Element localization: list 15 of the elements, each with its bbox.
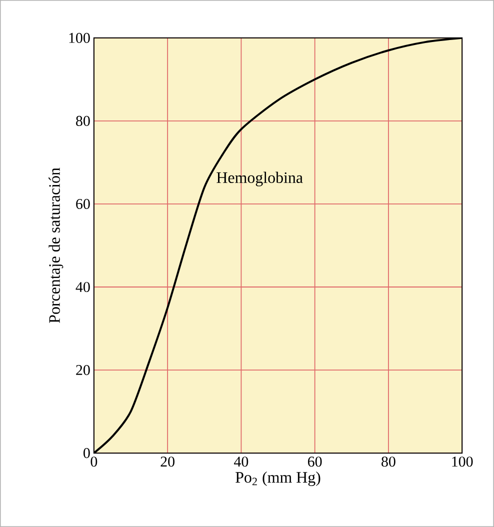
- y-tick-label: 0: [84, 448, 90, 458]
- y-tick-label: 40: [76, 282, 90, 292]
- x-tick-label: 20: [160, 456, 174, 467]
- x-axis-title: Po$_{2}$ (mm Hg): [236, 472, 320, 486]
- annotation: Hemoglobina: [216, 172, 303, 186]
- y-tick-label: 20: [76, 364, 90, 376]
- y-tick-label: 60: [76, 198, 90, 210]
- x-tick-label: 80: [382, 456, 396, 467]
- x-tick-label: 40: [234, 456, 248, 467]
- x-tick-label: 0: [90, 456, 98, 467]
- y-tick-label: 80: [76, 116, 90, 126]
- x-tick-label: 100: [452, 456, 473, 467]
- x-tick-label: 60: [308, 456, 322, 467]
- y-tick-label: 100: [69, 32, 90, 43]
- y-axis-title: Porcentaje de saturación: [48, 168, 64, 323]
